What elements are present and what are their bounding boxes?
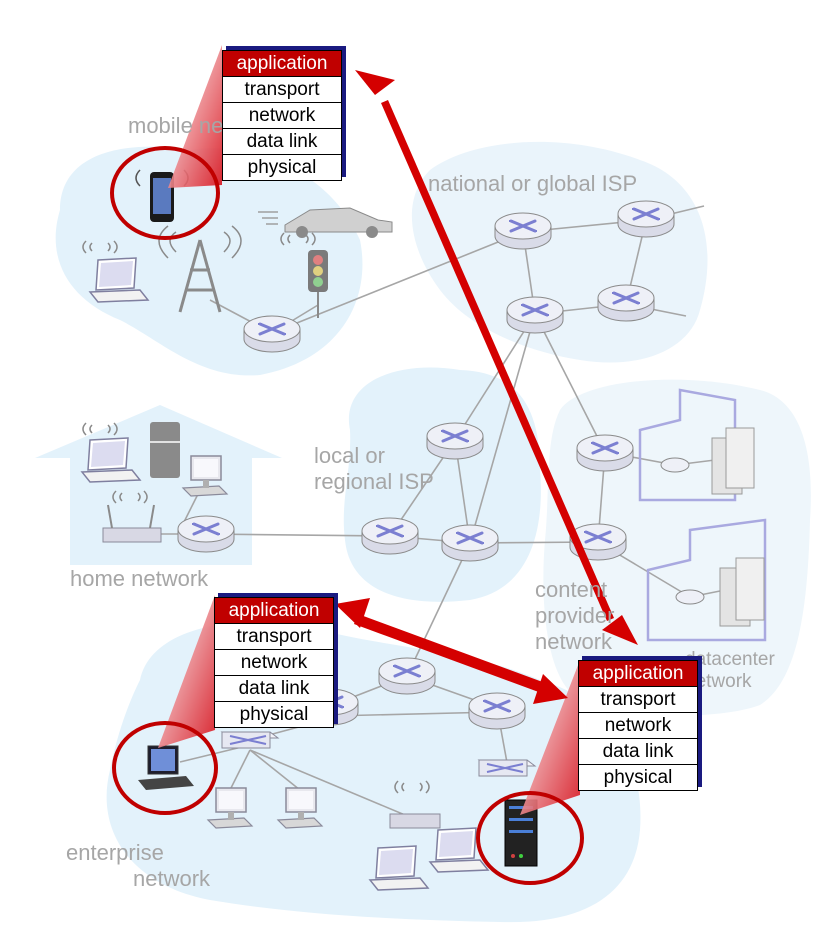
- layer-data-link: data link: [579, 738, 697, 764]
- layer-physical: physical: [215, 701, 333, 727]
- layer-application: application: [579, 661, 697, 686]
- refrigerator-icon: [150, 422, 180, 478]
- protocol-stack-server: application transport network data link …: [578, 660, 698, 791]
- router: [244, 316, 300, 352]
- wireless-router-icon: [390, 814, 440, 828]
- router: [495, 213, 551, 249]
- router: [469, 693, 525, 729]
- layer-transport: transport: [223, 76, 341, 102]
- layer-transport: transport: [579, 686, 697, 712]
- switch-icon: [222, 732, 278, 748]
- protocol-stack-mobile: application transport network data link …: [222, 50, 342, 181]
- home-network-label: home network: [70, 566, 208, 592]
- router: [598, 285, 654, 321]
- router: [427, 423, 483, 459]
- enterprise-network-label: enterprise network: [66, 840, 210, 892]
- protocol-stack-enterprise: application transport network data link …: [214, 597, 334, 728]
- layer-data-link: data link: [215, 675, 333, 701]
- layer-data-link: data link: [223, 128, 341, 154]
- router: [507, 297, 563, 333]
- router: [442, 525, 498, 561]
- router: [379, 658, 435, 694]
- content-provider-label: content provider network: [535, 577, 614, 655]
- layer-transport: transport: [215, 623, 333, 649]
- layer-network: network: [223, 102, 341, 128]
- layer-physical: physical: [579, 764, 697, 790]
- layer-physical: physical: [223, 154, 341, 180]
- layer-application: application: [215, 598, 333, 623]
- datacenter-network-label: datacenter network: [685, 649, 775, 693]
- local-isp-label: local or regional ISP: [314, 443, 434, 495]
- router: [618, 201, 674, 237]
- layer-network: network: [215, 649, 333, 675]
- router: [362, 518, 418, 554]
- switch-icon: [479, 760, 535, 776]
- router: [178, 516, 234, 552]
- router: [577, 435, 633, 471]
- national-isp-label: national or global ISP: [428, 171, 637, 197]
- layer-application: application: [223, 51, 341, 76]
- layer-network: network: [579, 712, 697, 738]
